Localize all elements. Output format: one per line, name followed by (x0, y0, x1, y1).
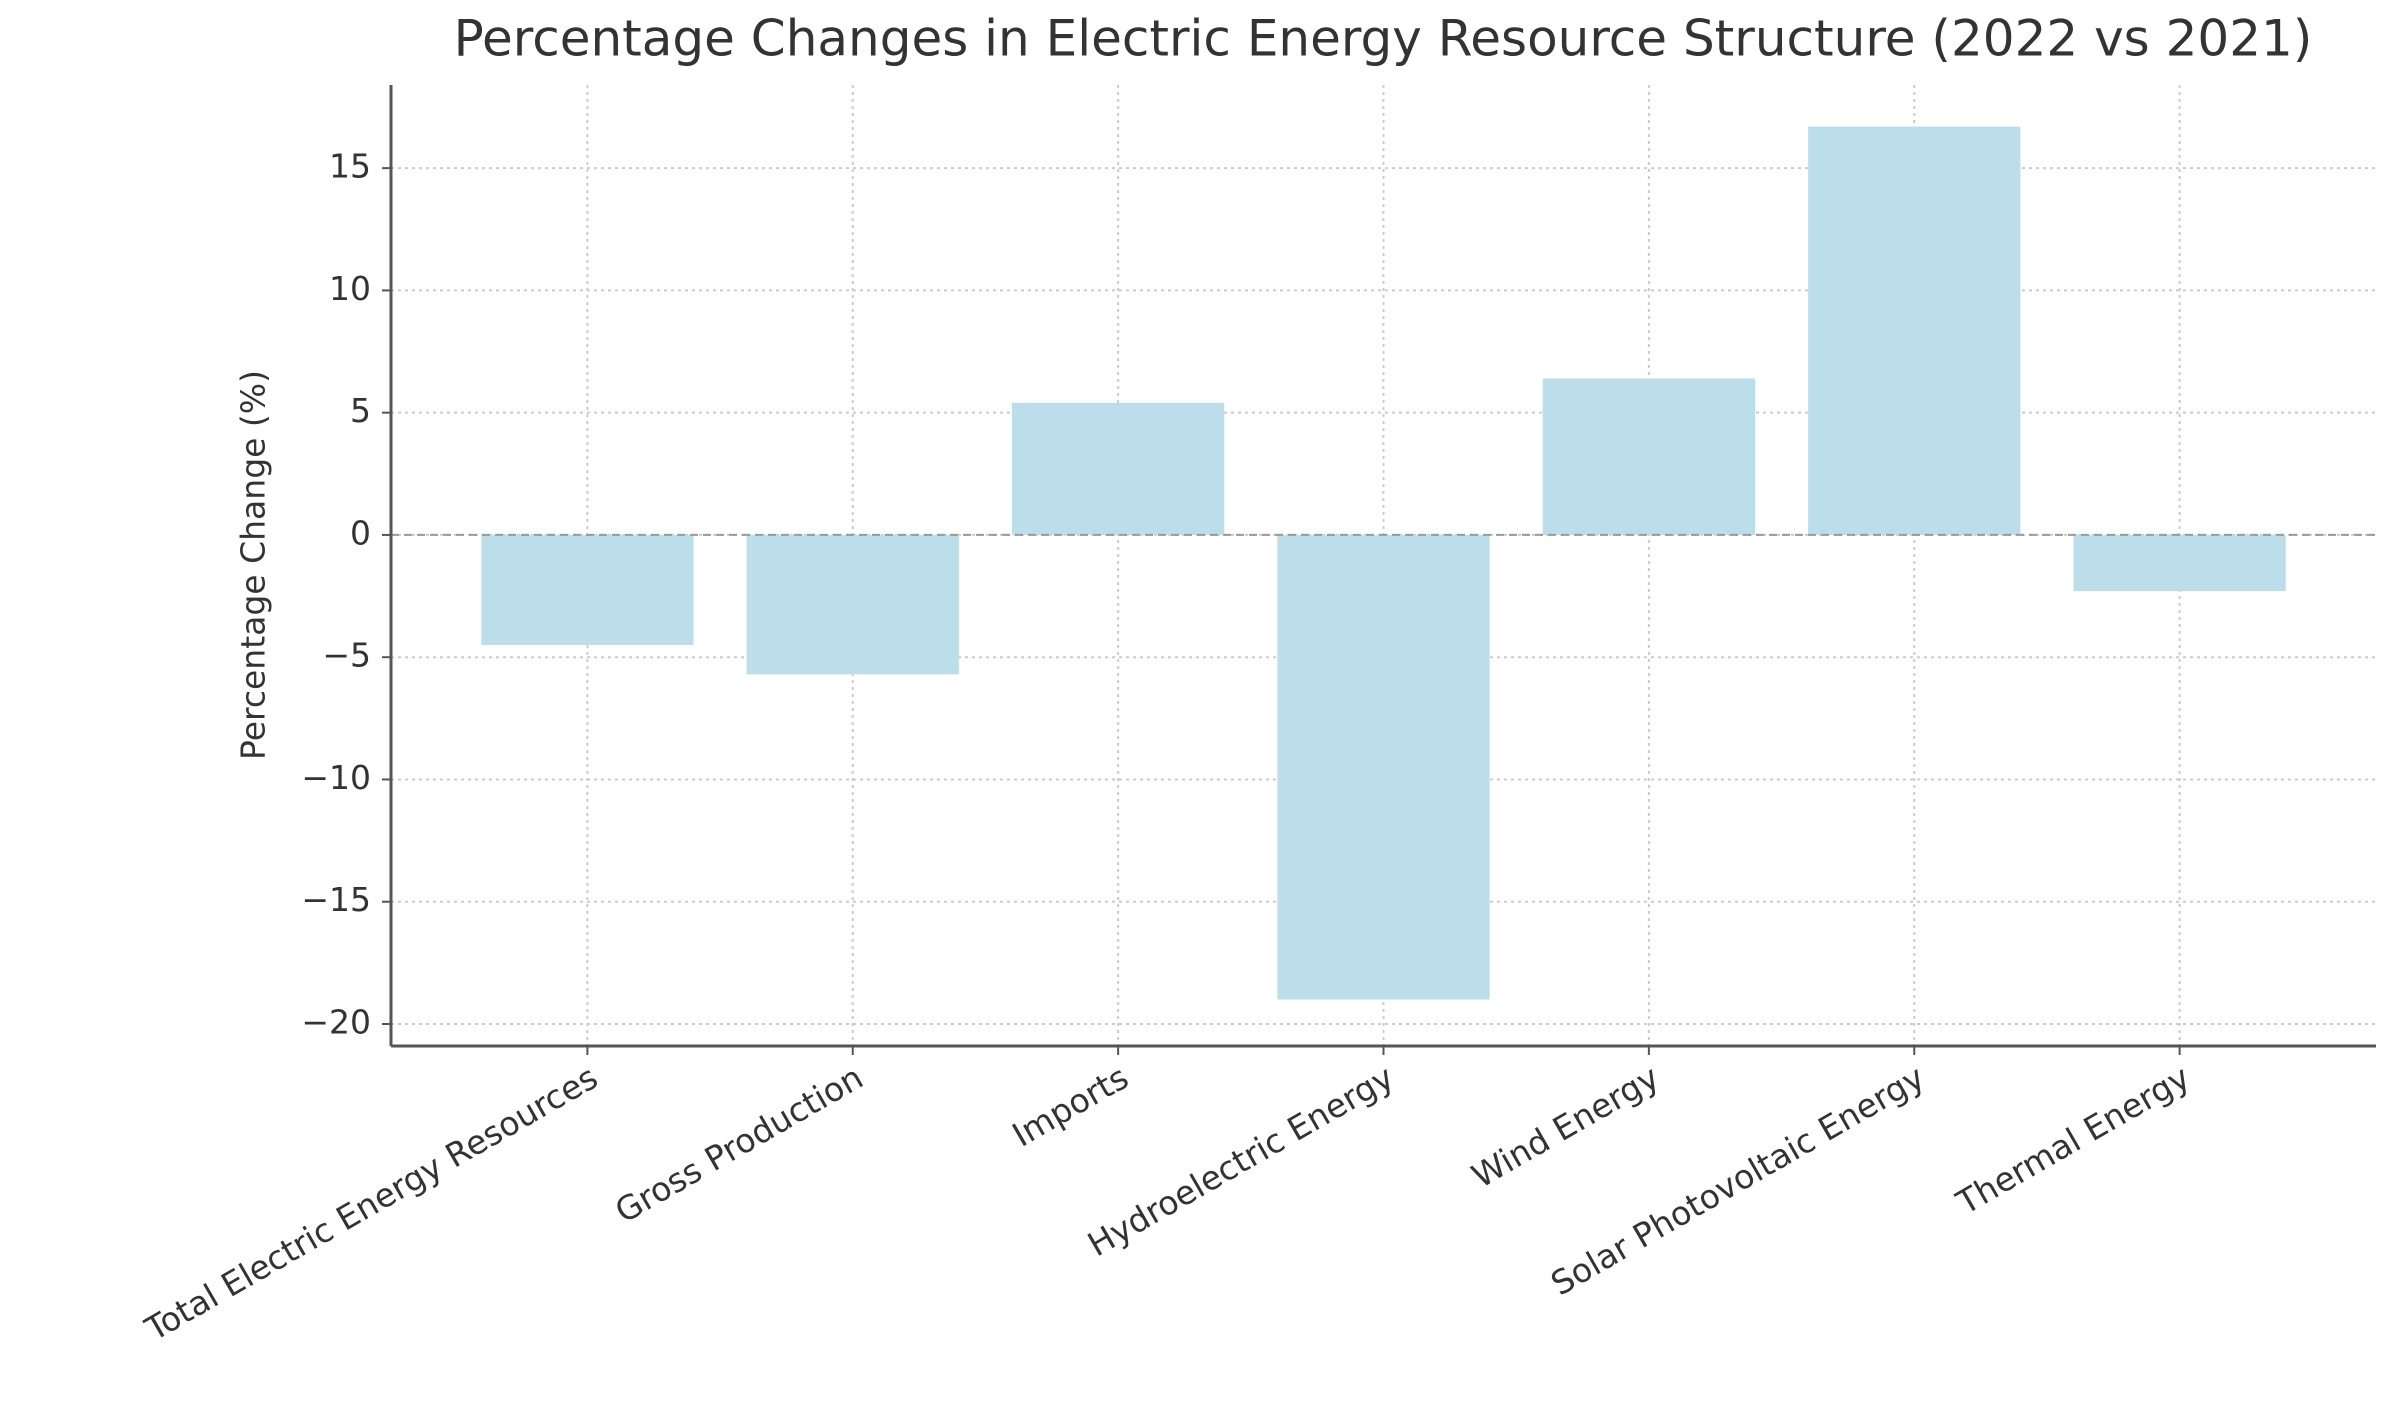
bar (2073, 534, 2286, 592)
bar (481, 534, 694, 645)
chart-title: Percentage Changes in Electric Energy Re… (454, 10, 2313, 68)
y-tick-label: −15 (301, 880, 371, 919)
x-tick-label: Gross Production (608, 1057, 869, 1230)
x-tick-label: Total Electric Energy Resources (138, 1057, 604, 1349)
y-tick-label: −10 (301, 758, 371, 797)
y-tick-label: −20 (301, 1002, 371, 1041)
y-tick-label: 0 (350, 513, 371, 552)
bar (1011, 402, 1225, 535)
y-tick-label: −5 (322, 636, 371, 675)
bar (1277, 534, 1490, 1000)
y-axis-title: Percentage Change (%) (234, 370, 273, 760)
bar (746, 534, 959, 675)
x-tick-label: Thermal Energy (1949, 1057, 2196, 1222)
x-tick-label: Wind Energy (1465, 1057, 1665, 1195)
y-tick-label: 10 (329, 269, 371, 308)
x-tick-label: Imports (1006, 1057, 1135, 1154)
y-tick-label: 5 (350, 391, 371, 430)
bar (1808, 126, 2021, 535)
bar (1542, 378, 1756, 535)
y-tick-label: 15 (329, 147, 371, 186)
